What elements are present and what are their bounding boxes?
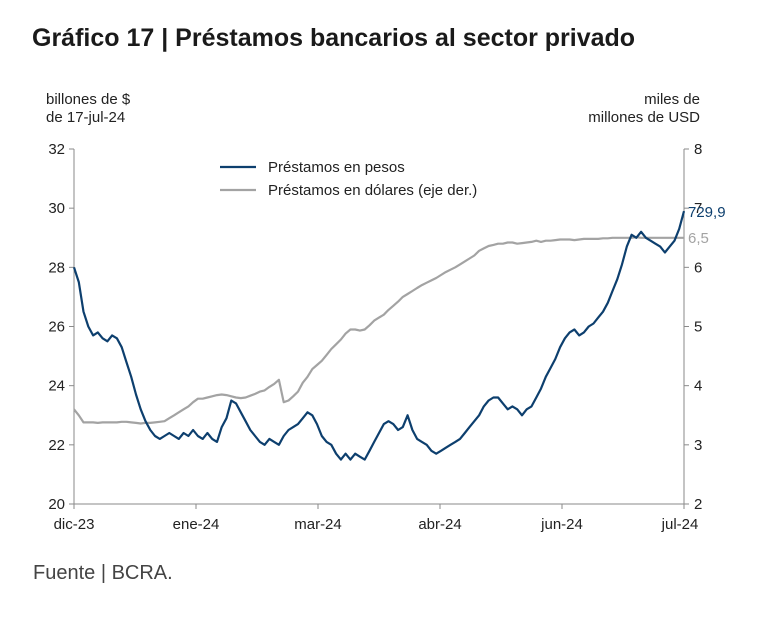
chart: billones de $de 17-jul-24 miles demillone…: [46, 91, 726, 533]
x-tick-label: dic-23: [54, 516, 95, 533]
left-tick-label: 32: [48, 141, 65, 158]
left-tick-label: 26: [48, 319, 65, 336]
right-tick-label: 3: [694, 437, 702, 454]
legend-label-pesos: Préstamos en pesos: [268, 159, 405, 176]
series-line-pesos: [72, 210, 686, 461]
right-tick-label: 7: [694, 200, 702, 217]
x-tick-label: jun-24: [540, 516, 583, 533]
chart-legend: Préstamos en pesos Préstamos en dólares (…: [220, 159, 477, 199]
left-axis-unit-label: de 17-jul-24: [46, 109, 125, 126]
right-tick-label: 4: [694, 378, 702, 395]
right-axis-unit-label: miles de: [644, 91, 700, 108]
left-tick-label: 30: [48, 200, 65, 217]
legend-label-dolares: Préstamos en dólares (eje der.): [268, 182, 477, 199]
end-label-dolares: 6,5: [688, 230, 709, 247]
right-tick-label: 6: [694, 259, 702, 276]
x-tick-label: jul-24: [661, 516, 699, 533]
chart-axes: billones de $de 17-jul-24 miles demillone…: [46, 91, 702, 533]
left-tick-label: 28: [48, 259, 65, 276]
left-axis-unit-label: billones de $: [46, 91, 131, 108]
right-tick-label: 8: [694, 141, 702, 158]
x-tick-label: mar-24: [294, 516, 342, 533]
end-label-pesos: 729,9: [688, 204, 726, 221]
left-tick-label: 22: [48, 437, 65, 454]
right-tick-label: 2: [694, 496, 702, 513]
x-tick-label: abr-24: [418, 516, 461, 533]
left-tick-label: 20: [48, 496, 65, 513]
right-tick-label: 5: [694, 319, 702, 336]
left-tick-label: 24: [48, 378, 65, 395]
chart-lines: 729,9 6,5: [72, 204, 726, 461]
source-note: Fuente | BCRA.: [33, 562, 173, 584]
x-tick-label: ene-24: [173, 516, 220, 533]
series-line-dolares: [73, 236, 684, 425]
right-axis-unit-label: millones de USD: [588, 109, 700, 126]
chart-title: Gráfico 17 | Préstamos bancarios al sect…: [32, 24, 636, 52]
